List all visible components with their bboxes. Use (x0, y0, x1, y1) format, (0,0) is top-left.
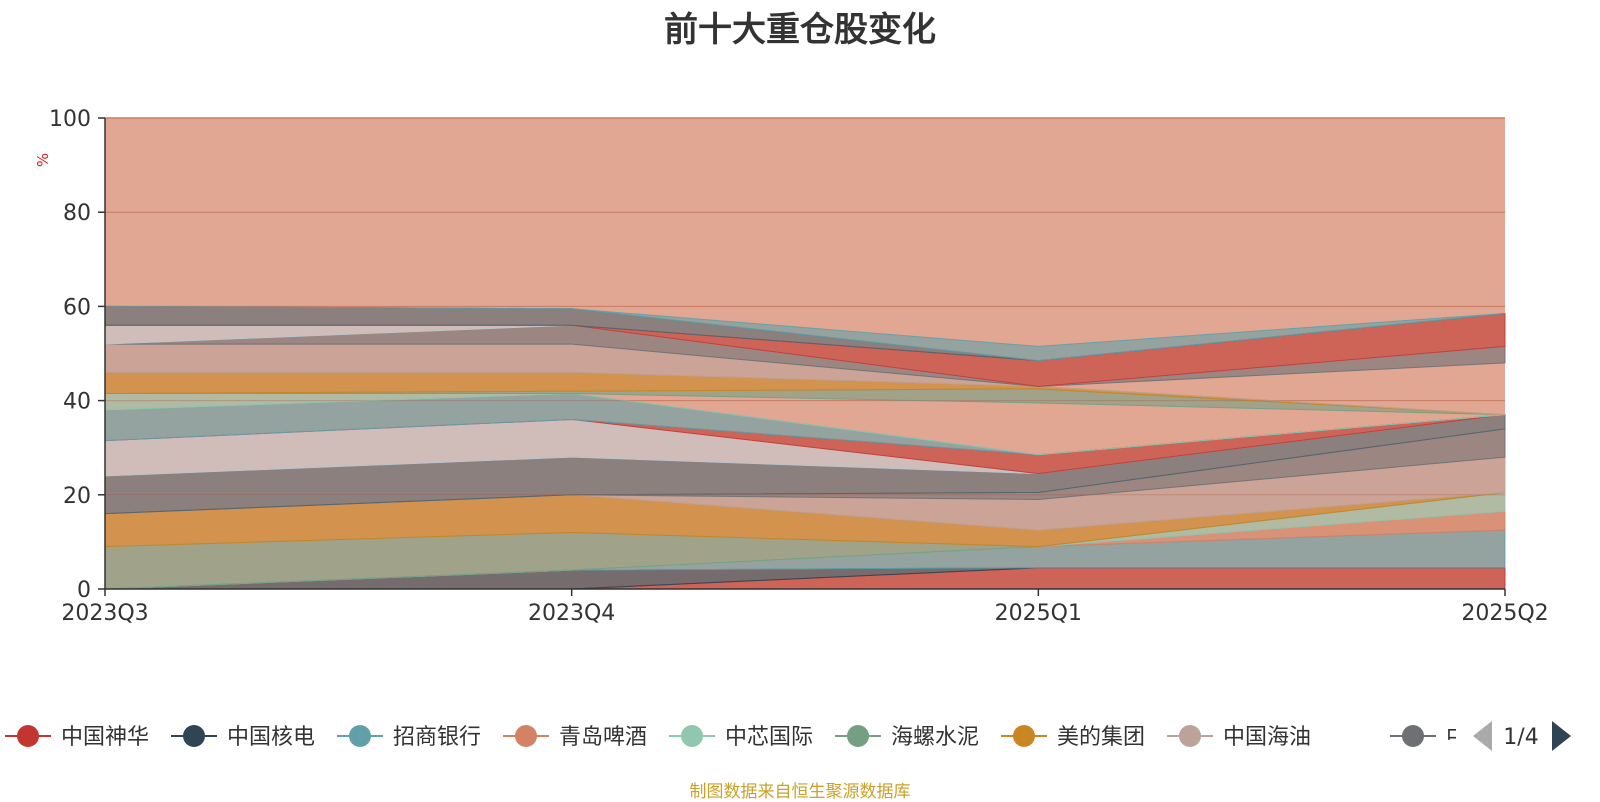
x-tick-label: 2023Q3 (61, 601, 148, 626)
legend-label: 美的集团 (1057, 725, 1145, 750)
legend-marker-icon (349, 725, 371, 747)
legend-item[interactable]: 中国海油 (1167, 725, 1311, 750)
legend-label: 中国海油 (1223, 725, 1311, 750)
x-tick-label: 2025Q1 (995, 601, 1082, 626)
area-series-14 (104, 393, 1506, 456)
y-tick-label: 60 (63, 295, 91, 320)
legend-item[interactable]: 美的集团 (1001, 725, 1145, 750)
legend-marker-icon (681, 725, 703, 747)
legend-marker-icon (515, 725, 537, 747)
y-tick-label: 100 (49, 107, 91, 132)
y-tick-label: 40 (63, 390, 91, 415)
legend-marker-icon (1013, 725, 1035, 747)
legend-item[interactable]: 青岛啤酒 (503, 725, 647, 750)
chart-title: 前十大重仓股变化 (664, 10, 936, 50)
legend-marker-icon (183, 725, 205, 747)
legend-item[interactable]: 招商银行 (337, 725, 481, 750)
legend-label: 中国核电 (227, 725, 315, 750)
legend-item[interactable]: 中芯国际 (669, 725, 813, 750)
legend-marker-icon (847, 725, 869, 747)
legend-marker-icon (1179, 725, 1201, 747)
legend-page-indicator: 1/4 (1503, 725, 1538, 750)
stacked-area-chart: 0 20 40 60 80 100 2023Q3 2023Q4 2025Q1 2025Q2% 中国… (5, 107, 1571, 751)
y-axis-unit: % (34, 153, 52, 167)
area-series-22 (104, 305, 1506, 362)
data-source-note: 制图数据来自恒生聚源数据库 (689, 782, 911, 802)
y-tick-label: 20 (63, 484, 91, 509)
legend-item[interactable]: 海螺水泥 (835, 725, 979, 750)
legend-marker-icon (17, 725, 39, 747)
legend-next-arrow-icon[interactable] (1552, 721, 1571, 751)
x-tick-label: 2023Q4 (528, 601, 615, 626)
legend-label: 中国神华 (61, 725, 149, 750)
legend-item[interactable]: 中国神华 (5, 725, 149, 750)
y-tick-label: 80 (63, 201, 91, 226)
legend-label: 青岛啤酒 (559, 725, 647, 750)
legend-label: 中芯国际 (725, 725, 813, 750)
y-tick-label: 0 (77, 578, 91, 603)
legend-item-partial[interactable]: 中 (1390, 725, 1468, 750)
legend-item[interactable]: 中国核电 (171, 725, 315, 750)
legend-prev-arrow-icon[interactable] (1473, 721, 1492, 751)
legend-marker-icon (1402, 725, 1424, 747)
legend-label: 海螺水泥 (891, 725, 979, 750)
x-tick-label: 2025Q2 (1461, 601, 1548, 626)
legend-label: 中 (1446, 725, 1468, 750)
legend-label: 招商银行 (393, 725, 481, 750)
